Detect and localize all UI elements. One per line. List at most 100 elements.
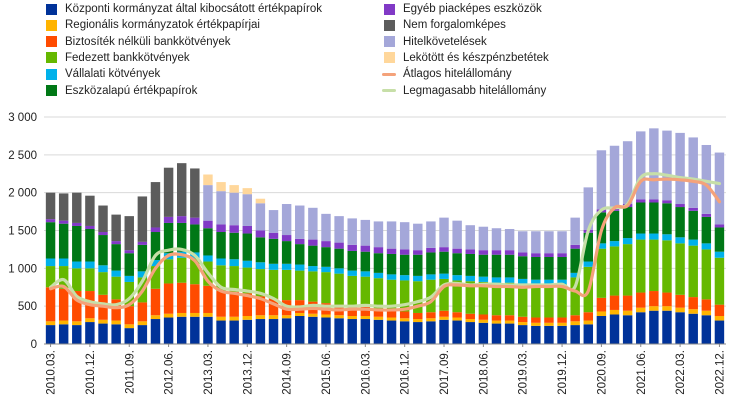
bar-segment-egyeb-piackepes-eszkozok [321, 241, 331, 248]
bar-segment-hitelkovetelesek [531, 231, 541, 254]
bar-segment-egyeb-piackepes-eszkozok [373, 247, 384, 254]
bar-segment-biztositek-nelkuli-bankkotvenyek [360, 306, 371, 317]
bar-segment-fedezett-bankkotvenyek [334, 273, 344, 305]
legend-label: Nem forgalomképes [403, 19, 506, 32]
bar-segment-egyeb-piackepes-eszkozok [386, 248, 397, 254]
bar-segment-eszkozalapu-ertekpapirok [255, 237, 266, 263]
bar-segment-eszkozalapu-ertekpapirok [688, 210, 698, 240]
bar-segment-eszkozalapu-ertekpapirok [334, 248, 344, 269]
bar-segment-regionalis-kormanyzatok-ertekpapirjai [557, 322, 567, 326]
bar-segment-hitelkovetelesek [281, 204, 292, 236]
bar-segment-fedezett-bankkotvenyek [85, 268, 95, 292]
bar-segment-biztositek-nelkuli-bankkotvenyek [176, 282, 187, 313]
legend-swatch [384, 36, 395, 48]
bar-segment-egyeb-piackepes-eszkozok [504, 250, 515, 255]
bar-segment-regionalis-kormanyzatok-ertekpapirjai [176, 312, 187, 317]
bar-segment-kozponti-kormanyzat-altal-kibocsatott-ertekpapirok [150, 319, 161, 344]
bar-segment-biztositek-nelkuli-bankkotvenyek [701, 299, 712, 311]
bar-segment-regionalis-kormanyzatok-ertekpapirjai [622, 310, 633, 316]
bar-segment-fedezett-bankkotvenyek [216, 265, 226, 292]
bar-segment-fedezett-bankkotvenyek [688, 245, 698, 298]
bar-segment-regionalis-kormanyzatok-ertekpapirjai [649, 306, 659, 311]
bar-segment-egyeb-piackepes-eszkozok [203, 220, 213, 229]
legend-swatch [384, 52, 395, 64]
bar-segment-hitelkovetelesek [478, 226, 489, 251]
bar-segment-vallalati-kotvenyek [491, 277, 502, 283]
bar-segment-kozponti-kormanyzat-altal-kibocsatott-ertekpapirok [373, 319, 384, 344]
bar-segment-egyeb-piackepes-eszkozok [268, 232, 279, 239]
bar-segment-vallalati-kotvenyek [373, 272, 384, 279]
bar-segment-hitelkovetelesek [714, 152, 725, 225]
bar-segment-regionalis-kormanyzatok-ertekpapirjai [268, 315, 279, 320]
bar-segment-biztositek-nelkuli-bankkotvenyek [255, 296, 266, 316]
bar-segment-regionalis-kormanyzatok-ertekpapirjai [255, 315, 266, 320]
bar-segment-hitelkovetelesek [229, 192, 239, 226]
bar-segment-kozponti-kormanyzat-altal-kibocsatott-ertekpapirok [72, 325, 82, 344]
x-tick-label: 2018.06. [478, 350, 490, 395]
legend-label: Átlagos hitelállomány [403, 68, 512, 81]
bar-segment-fedezett-bankkotvenyek [478, 281, 489, 315]
bar-segment-egyeb-piackepes-eszkozok [360, 245, 371, 252]
bar-segment-eszkozalapu-ertekpapirok [216, 232, 226, 259]
bar-segment-egyeb-piackepes-eszkozok [124, 250, 134, 254]
bar-segment-biztositek-nelkuli-bankkotvenyek [439, 310, 449, 317]
bar-segment-vallalati-kotvenyek [45, 258, 56, 267]
bar-segment-hitelkovetelesek [216, 191, 226, 225]
bar-segment-fedezett-bankkotvenyek [111, 276, 121, 300]
bar-segment-biztositek-nelkuli-bankkotvenyek [583, 312, 594, 321]
bar-segment-eszkozalapu-ertekpapirok [714, 227, 725, 252]
bar-segment-biztositek-nelkuli-bankkotvenyek [58, 288, 69, 321]
bar-segment-fedezett-bankkotvenyek [58, 266, 69, 289]
bar-segment-kozponti-kormanyzat-altal-kibocsatott-ertekpapirok [386, 320, 397, 344]
bar-segment-egyeb-piackepes-eszkozok [399, 249, 410, 255]
bar-segment-kozponti-kormanyzat-altal-kibocsatott-ertekpapirok [531, 325, 541, 344]
x-tick-label: 2013.12. [242, 350, 254, 395]
bar-segment-kozponti-kormanyzat-altal-kibocsatott-ertekpapirok [360, 319, 371, 344]
bar-segment-biztositek-nelkuli-bankkotvenyek [465, 313, 475, 320]
bar-segment-biztositek-nelkuli-bankkotvenyek [517, 316, 528, 323]
bar-segment-kozponti-kormanyzat-altal-kibocsatott-ertekpapirok [308, 316, 318, 344]
bar-segment-regionalis-kormanyzatok-ertekpapirjai [688, 309, 698, 314]
bar-segment-hitelkovetelesek [295, 205, 305, 239]
bar-segment-eszkozalapu-ertekpapirok [45, 222, 56, 259]
bar-segment-regionalis-kormanyzatok-ertekpapirjai [45, 321, 56, 326]
bar-segment-egyeb-piackepes-eszkozok [701, 213, 712, 217]
bar-segment-kozponti-kormanyzat-altal-kibocsatott-ertekpapirok [701, 315, 712, 344]
bar-segment-regionalis-kormanyzatok-ertekpapirjai [478, 319, 489, 323]
bar-segment-regionalis-kormanyzatok-ertekpapirjai [137, 321, 148, 326]
bar-segment-fedezett-bankkotvenyek [662, 240, 672, 293]
bar-segment-fedezett-bankkotvenyek [439, 278, 449, 311]
bar-segment-fedezett-bankkotvenyek [229, 266, 239, 292]
bar-segment-fedezett-bankkotvenyek [465, 281, 475, 314]
legend-swatch [382, 72, 396, 76]
bar-segment-egyeb-piackepes-eszkozok [465, 249, 475, 254]
bar-segment-eszkozalapu-ertekpapirok [347, 250, 357, 271]
bar-segment-eszkozalapu-ertekpapirok [583, 232, 594, 262]
bar-segment-eszkozalapu-ertekpapirok [373, 253, 384, 273]
bar-segment-vallalati-kotvenyek [308, 266, 318, 272]
legend-swatch [46, 3, 57, 15]
bar-segment-egyeb-piackepes-eszkozok [45, 219, 56, 223]
bar-segment-lekotott-es-keszpenzbetetek [255, 198, 266, 204]
bar-segment-regionalis-kormanyzatok-ertekpapirjai [504, 320, 515, 324]
bar-segment-eszkozalapu-ertekpapirok [242, 233, 253, 261]
legend-swatch [46, 52, 57, 64]
bar-segment-hitelkovetelesek [544, 231, 554, 254]
bar-segment-kozponti-kormanyzat-altal-kibocsatott-ertekpapirok [176, 316, 187, 344]
bar-segment-biztositek-nelkuli-bankkotvenyek [609, 295, 620, 310]
bar-segment-biztositek-nelkuli-bankkotvenyek [229, 291, 239, 317]
bar-segment-hitelkovetelesek [439, 217, 449, 248]
bar-segment-kozponti-kormanyzat-altal-kibocsatott-ertekpapirok [452, 320, 462, 344]
legend-item-eszkozalapu-ertekpapirok: Eszközalapú értékpapírok [46, 85, 197, 97]
bar-segment-biztositek-nelkuli-bankkotvenyek [636, 292, 646, 308]
bar-segment-eszkozalapu-ertekpapirok [124, 253, 134, 276]
x-tick-label: 2019.03. [518, 350, 530, 395]
bar-segment-hitelkovetelesek [242, 194, 253, 226]
bar-segment-eszkozalapu-ertekpapirok [295, 244, 305, 265]
bar-segment-fedezett-bankkotvenyek [124, 281, 134, 307]
legend-item-lekotott-es-keszpenzbetetek: Lekötött és készpénzbetétek [384, 52, 549, 64]
bar-segment-vallalati-kotvenyek [85, 261, 95, 269]
bar-segment-egyeb-piackepes-eszkozok [347, 244, 357, 251]
bar-segment-fedezett-bankkotvenyek [452, 280, 462, 313]
bar-segment-eszkozalapu-ertekpapirok [452, 253, 462, 276]
